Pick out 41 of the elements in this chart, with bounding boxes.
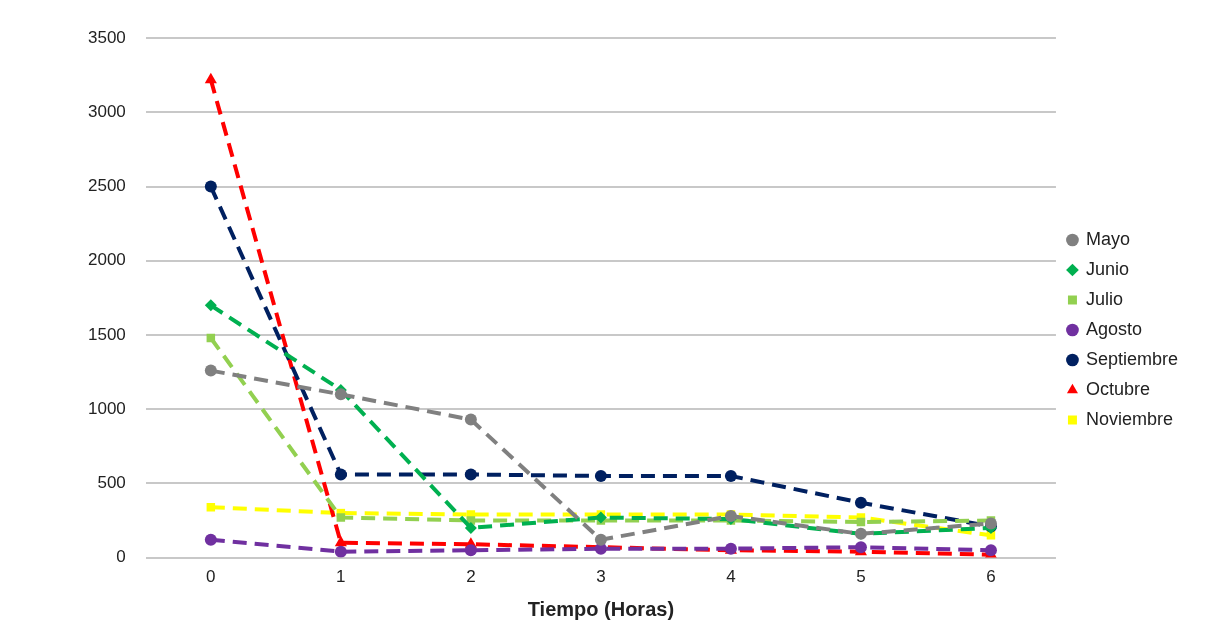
y-tick-label: 0	[116, 547, 126, 567]
x-tick-label: 6	[986, 567, 996, 587]
point	[204, 364, 217, 377]
point	[854, 496, 867, 509]
x-tick-label: 2	[466, 567, 476, 587]
x-axis-title: Tiempo (Horas)	[527, 597, 675, 620]
y-tick-label: 2000	[87, 250, 126, 270]
legend-label: Mayo	[1085, 228, 1130, 249]
point	[464, 544, 477, 557]
point	[594, 533, 607, 546]
point	[336, 513, 346, 522]
point	[204, 180, 217, 193]
x-tick-label: 3	[596, 567, 606, 587]
point	[334, 535, 347, 547]
point	[204, 299, 217, 312]
y-tick-label: 500	[97, 473, 126, 493]
point	[464, 468, 477, 481]
point	[334, 468, 347, 481]
legend-label: Agosto	[1085, 318, 1142, 339]
point	[204, 533, 217, 546]
point	[724, 469, 737, 482]
x-tick-label: 5	[856, 567, 866, 587]
point	[464, 413, 477, 426]
point	[334, 545, 347, 558]
point	[464, 521, 477, 534]
y-tick-label: 3000	[87, 102, 126, 122]
legend-label: Septiembre	[1085, 348, 1179, 369]
legend-label: Junio	[1085, 258, 1129, 279]
x-tick-label: 1	[336, 567, 346, 587]
y-tick-label: 2500	[87, 176, 126, 196]
y-tick-label: 1500	[87, 324, 126, 344]
y-tick-label: 3500	[87, 27, 126, 47]
x-tick-label: 4	[726, 567, 736, 587]
point	[204, 72, 217, 84]
legend-label: Julio	[1085, 288, 1123, 309]
x-tick-label: 0	[206, 567, 216, 587]
point	[334, 388, 347, 401]
legend-label: Noviembre	[1085, 408, 1173, 429]
y-tick-label: 1000	[87, 398, 126, 418]
legend-label: Octubre	[1085, 378, 1150, 399]
point	[594, 469, 607, 482]
